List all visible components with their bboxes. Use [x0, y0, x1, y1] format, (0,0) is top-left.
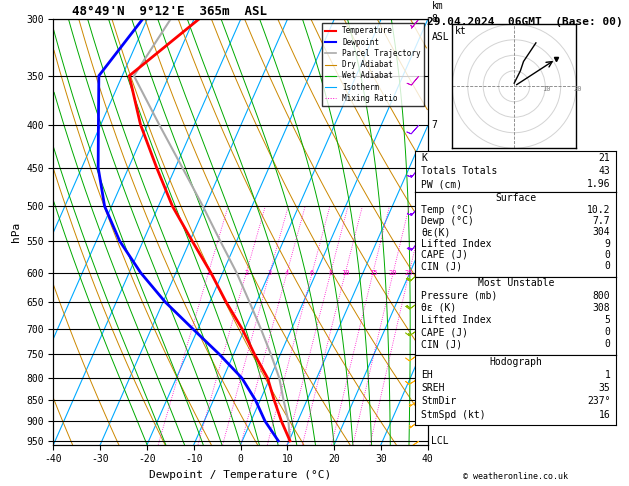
Text: CIN (J): CIN (J): [421, 261, 462, 271]
Text: Most Unstable: Most Unstable: [477, 278, 554, 288]
Text: Surface: Surface: [495, 193, 537, 203]
Text: 4: 4: [285, 270, 289, 276]
Text: CAPE (J): CAPE (J): [421, 250, 468, 260]
Text: 3: 3: [431, 324, 437, 334]
Y-axis label: hPa: hPa: [11, 222, 21, 242]
Text: 20: 20: [389, 270, 398, 276]
Text: θε (K): θε (K): [421, 303, 457, 313]
Text: 16: 16: [599, 410, 610, 419]
Text: 237°: 237°: [587, 397, 610, 406]
Text: Lifted Index: Lifted Index: [421, 239, 492, 249]
Text: 10: 10: [341, 270, 350, 276]
Text: Lifted Index: Lifted Index: [421, 315, 492, 325]
Text: 5: 5: [431, 236, 437, 246]
Text: kt: kt: [455, 26, 467, 35]
Text: 7: 7: [431, 120, 437, 130]
Text: K: K: [421, 153, 427, 163]
Text: Temp (°C): Temp (°C): [421, 205, 474, 215]
Text: 7.7: 7.7: [593, 216, 610, 226]
Text: 8: 8: [431, 15, 437, 24]
Text: Hodograph: Hodograph: [489, 357, 542, 366]
Text: 2: 2: [431, 373, 437, 383]
Text: StmSpd (kt): StmSpd (kt): [421, 410, 486, 419]
Text: 25: 25: [405, 270, 413, 276]
Text: 6: 6: [310, 270, 314, 276]
Text: CAPE (J): CAPE (J): [421, 327, 468, 337]
Text: EH: EH: [421, 370, 433, 380]
Text: 4: 4: [431, 268, 437, 278]
Text: 1: 1: [206, 270, 211, 276]
Text: 21: 21: [599, 153, 610, 163]
Legend: Temperature, Dewpoint, Parcel Trajectory, Dry Adiabat, Wet Adiabat, Isotherm, Mi: Temperature, Dewpoint, Parcel Trajectory…: [321, 23, 424, 106]
Text: 800: 800: [593, 291, 610, 301]
Text: θε(K): θε(K): [421, 227, 450, 237]
X-axis label: Dewpoint / Temperature (°C): Dewpoint / Temperature (°C): [150, 470, 331, 480]
Text: StmDir: StmDir: [421, 397, 457, 406]
Text: LCL: LCL: [431, 436, 449, 446]
Text: PW (cm): PW (cm): [421, 179, 462, 190]
Text: 15: 15: [369, 270, 377, 276]
Text: km: km: [431, 1, 443, 11]
Text: 0: 0: [604, 250, 610, 260]
Text: 9: 9: [604, 239, 610, 249]
Text: 35: 35: [599, 383, 610, 393]
Text: CIN (J): CIN (J): [421, 339, 462, 349]
Text: 304: 304: [593, 227, 610, 237]
Text: © weatheronline.co.uk: © weatheronline.co.uk: [464, 472, 568, 481]
Text: 308: 308: [593, 303, 610, 313]
Text: 2: 2: [244, 270, 248, 276]
Text: 10: 10: [542, 86, 550, 92]
Text: 48°49'N  9°12'E  365m  ASL: 48°49'N 9°12'E 365m ASL: [72, 5, 267, 18]
Text: 43: 43: [599, 166, 610, 176]
Text: 1: 1: [604, 370, 610, 380]
Text: Totals Totals: Totals Totals: [421, 166, 498, 176]
Text: 8: 8: [328, 270, 333, 276]
Text: SREH: SREH: [421, 383, 445, 393]
Text: 29.04.2024  06GMT  (Base: 00): 29.04.2024 06GMT (Base: 00): [427, 17, 623, 27]
Text: 0: 0: [604, 327, 610, 337]
Text: 10.2: 10.2: [587, 205, 610, 215]
Text: 5: 5: [604, 315, 610, 325]
Text: 3: 3: [267, 270, 272, 276]
Text: 1: 1: [431, 416, 437, 426]
Text: Dewp (°C): Dewp (°C): [421, 216, 474, 226]
Text: 6: 6: [431, 201, 437, 211]
Text: 0: 0: [604, 261, 610, 271]
Text: 1.96: 1.96: [587, 179, 610, 190]
Text: 0: 0: [604, 339, 610, 349]
Text: Mixing Ratio (g/kg): Mixing Ratio (g/kg): [476, 176, 486, 288]
Text: 20: 20: [573, 86, 582, 92]
Text: ASL: ASL: [431, 32, 449, 42]
Text: Pressure (mb): Pressure (mb): [421, 291, 498, 301]
